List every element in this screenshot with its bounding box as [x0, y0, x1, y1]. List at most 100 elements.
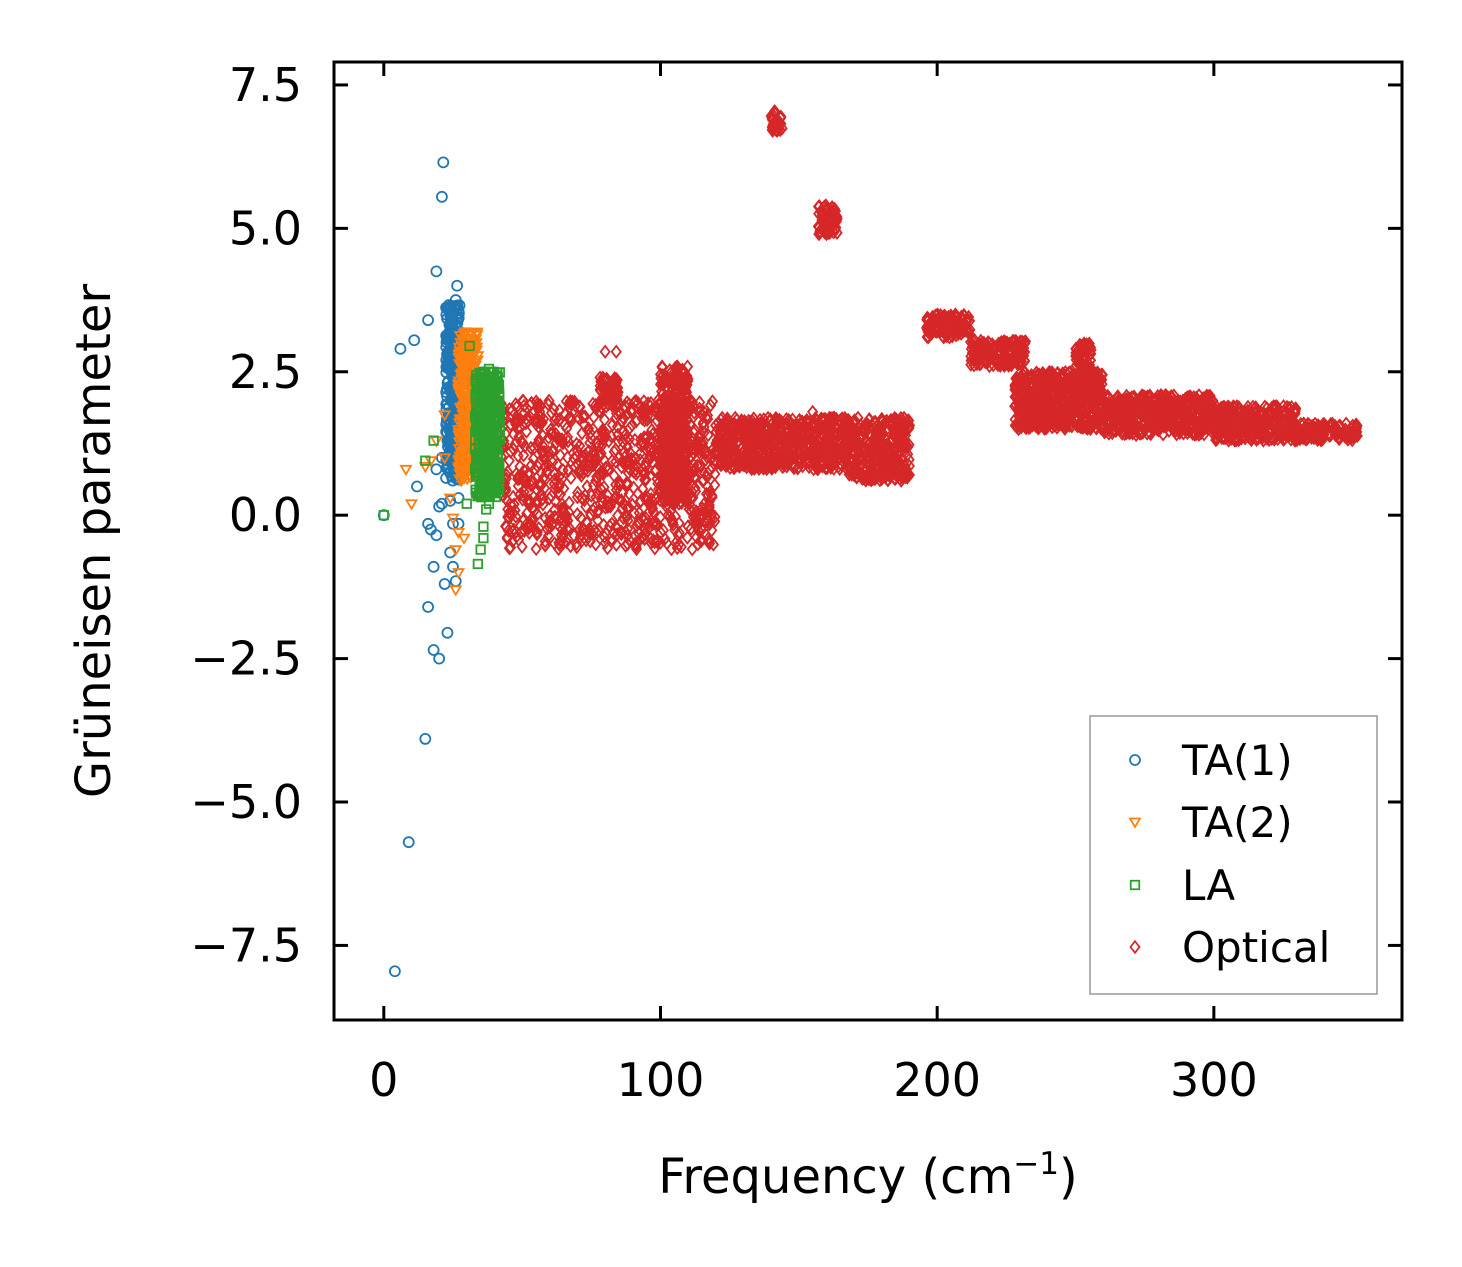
data-point	[645, 535, 657, 551]
data-point	[628, 505, 641, 521]
data-point	[587, 422, 599, 437]
data-point	[760, 456, 772, 471]
data-point	[871, 443, 884, 458]
data-point	[1070, 341, 1082, 356]
data-point	[1148, 399, 1160, 414]
data-point	[964, 322, 976, 337]
data-point	[1281, 429, 1293, 444]
data-point	[795, 434, 807, 450]
data-point	[787, 422, 800, 437]
data-point	[832, 459, 844, 475]
data-point	[449, 545, 463, 557]
data-point	[735, 457, 747, 472]
data-point	[1127, 426, 1139, 441]
data-point	[452, 342, 466, 355]
data-point	[820, 226, 833, 242]
data-point	[503, 453, 515, 468]
data-point	[1071, 366, 1083, 382]
data-point	[1195, 421, 1208, 436]
data-point	[671, 481, 683, 496]
data-point	[888, 447, 900, 463]
data-point	[966, 333, 979, 348]
data-point	[458, 373, 472, 385]
data-point	[581, 479, 593, 494]
data-point	[572, 485, 584, 500]
data-point	[817, 216, 829, 231]
data-point	[1138, 400, 1150, 415]
data-point	[531, 414, 543, 430]
data-point	[681, 483, 693, 499]
data-point	[504, 540, 517, 555]
data-point	[452, 457, 467, 469]
data-point	[542, 457, 554, 472]
data-point	[793, 412, 806, 428]
data-point	[1002, 336, 1014, 352]
data-point	[1213, 428, 1226, 443]
data-point	[452, 418, 466, 430]
data-point	[1041, 383, 1054, 399]
data-point	[1071, 349, 1083, 364]
data-point	[551, 457, 563, 472]
data-point	[662, 373, 674, 388]
data-point	[471, 351, 485, 363]
data-point	[829, 222, 841, 237]
data-point	[655, 457, 668, 472]
data-point	[419, 733, 432, 745]
data-point	[645, 395, 657, 411]
data-point	[704, 485, 716, 500]
data-point	[667, 450, 680, 466]
data-point	[672, 361, 684, 376]
data-point	[1009, 399, 1021, 414]
data-point	[1191, 420, 1204, 435]
data-point	[781, 416, 793, 432]
data-point	[574, 521, 586, 537]
data-point	[1023, 406, 1035, 421]
data-point	[725, 441, 737, 457]
data-point	[716, 457, 728, 472]
data-point	[1084, 406, 1096, 421]
data-point	[424, 523, 437, 536]
data-point	[579, 409, 591, 424]
data-point	[1332, 426, 1344, 442]
data-point	[602, 498, 615, 513]
data-point	[1131, 419, 1144, 434]
data-point	[640, 472, 652, 487]
data-point	[587, 445, 599, 461]
data-point	[437, 156, 450, 169]
data-point	[641, 430, 653, 445]
data-point	[832, 433, 844, 448]
data-point	[514, 487, 526, 503]
data-point	[846, 467, 858, 482]
data-point	[616, 414, 628, 429]
data-point	[1292, 428, 1304, 444]
data-point	[526, 510, 539, 526]
data-point	[678, 487, 690, 502]
data-point	[454, 476, 468, 488]
data-point	[730, 418, 742, 434]
data-point	[661, 417, 674, 432]
data-point	[815, 426, 827, 442]
data-point	[1120, 420, 1132, 435]
data-point	[427, 644, 440, 656]
data-point	[536, 491, 549, 507]
data-point	[610, 537, 622, 552]
data-point	[534, 409, 546, 425]
data-point	[447, 394, 459, 407]
data-point	[780, 411, 793, 427]
data-point	[1268, 431, 1280, 446]
data-point	[1019, 344, 1031, 360]
data-point	[1170, 400, 1183, 415]
data-point	[1059, 383, 1071, 398]
data-point	[1273, 413, 1285, 428]
data-point	[554, 477, 566, 492]
data-point	[451, 527, 466, 540]
data-point	[664, 448, 677, 463]
data-point	[1291, 418, 1303, 433]
data-point	[641, 490, 653, 505]
data-point	[621, 455, 633, 470]
data-point	[615, 493, 628, 508]
data-point	[1163, 403, 1175, 418]
data-point	[1129, 420, 1141, 435]
data-point	[1075, 346, 1088, 361]
data-point	[665, 511, 678, 527]
